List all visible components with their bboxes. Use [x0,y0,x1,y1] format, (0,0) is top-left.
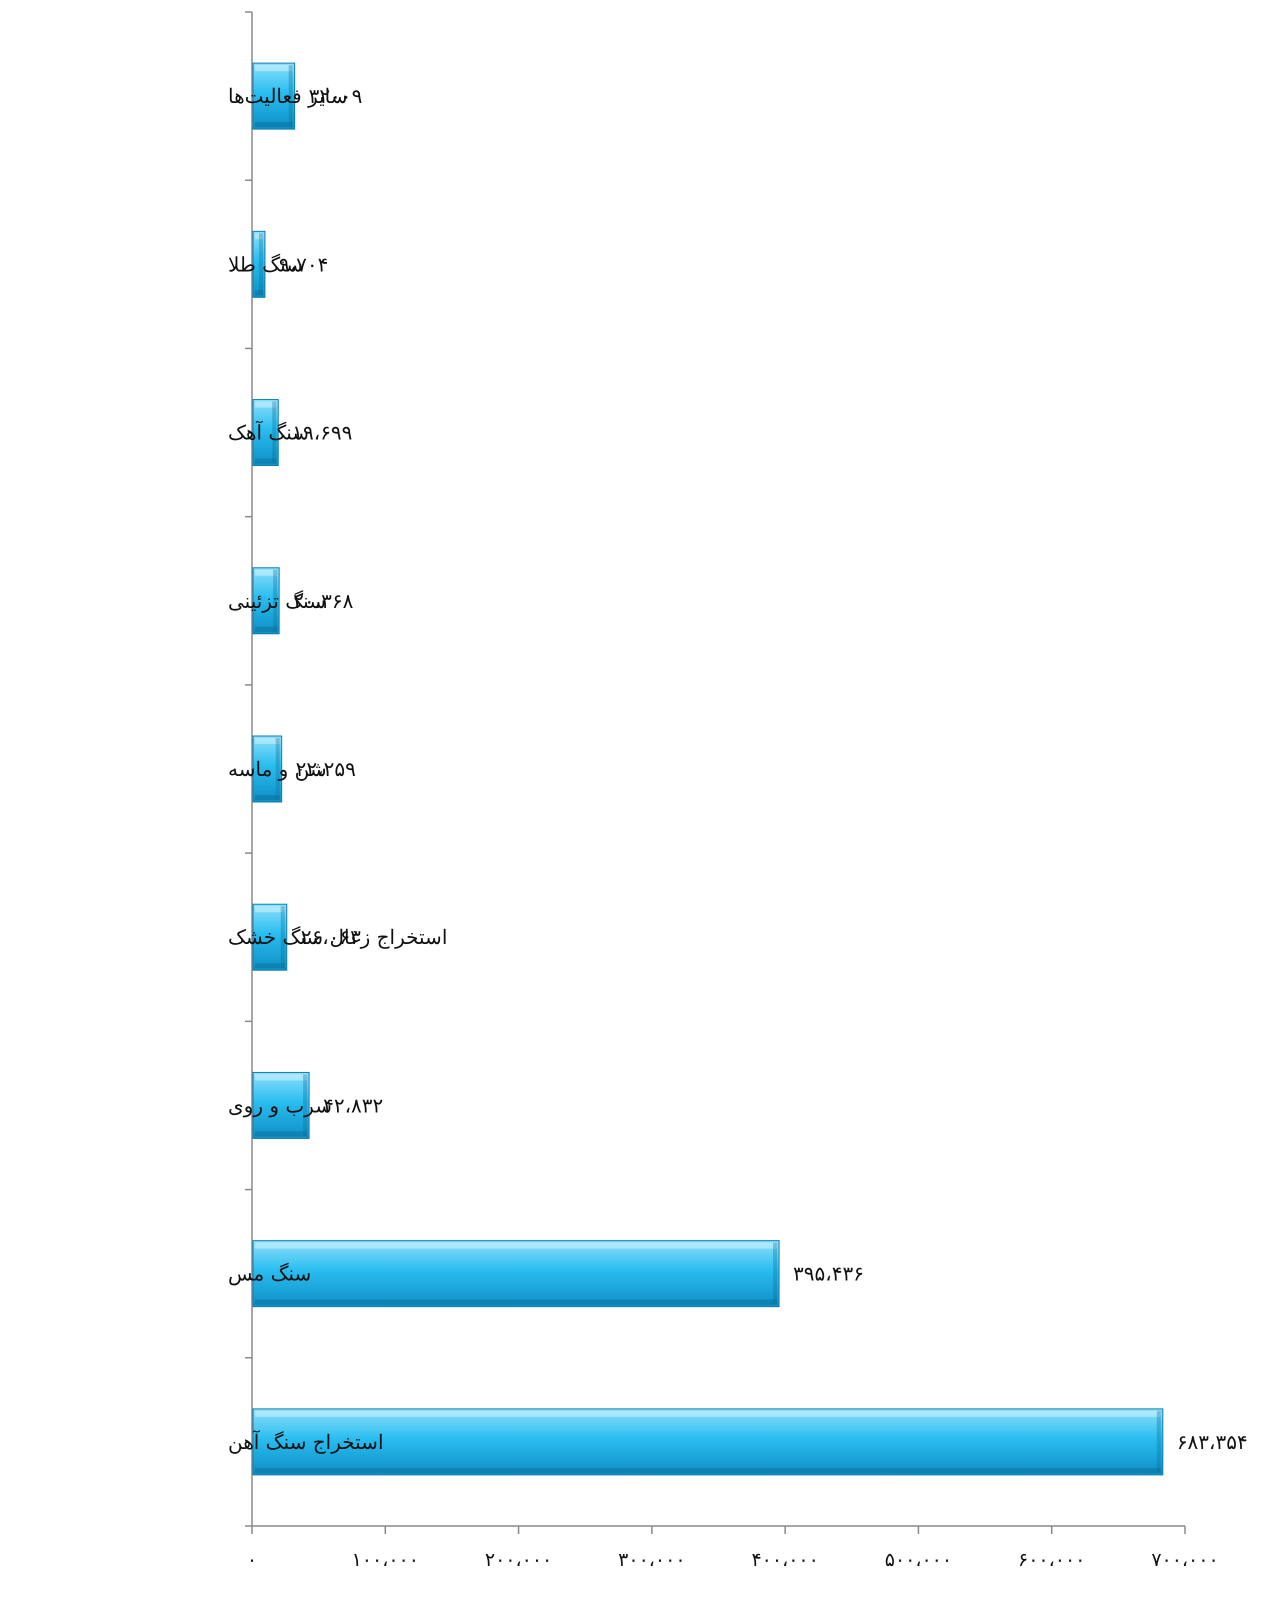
bar [253,1241,779,1307]
data-label: ۹،۷۰۴ [279,252,328,276]
category-label: استخراج سنگ آهن [228,1430,384,1454]
x-tick-label: ۷۰۰،۰۰۰ [1151,1549,1218,1571]
data-label: ۲۰،۳۶۸ [293,589,353,613]
x-tick-label: ۲۰۰،۰۰۰ [485,1549,552,1571]
labels: ۰ ۱۰۰،۰۰۰ ۲۰۰،۰۰۰ ۳۰۰،۰۰۰ ۴۰۰،۰۰۰ ۵۰۰،۰۰۰ ۶۰۰،… [228,84,1248,1571]
category-label: سنگ مس [228,1262,311,1286]
data-label: ۶۸۳،۳۵۴ [1177,1430,1248,1454]
x-tick-label: ۰ [247,1549,257,1571]
x-tick-label: ۳۰۰،۰۰۰ [618,1549,685,1571]
data-label: ۴۲،۸۳۲ [323,1093,383,1117]
x-tick-label: ۴۰۰،۰۰۰ [751,1549,818,1571]
bars [253,63,1163,1475]
data-label: ۲۲،۲۵۹ [296,757,356,781]
x-tick-label: ۱۰۰،۰۰۰ [352,1549,419,1571]
x-tick-label: ۶۰۰،۰۰۰ [1018,1549,1085,1571]
data-label: ۱۹،۶۹۹ [292,421,352,445]
data-label: ۳۹۵،۴۳۶ [793,1262,864,1286]
data-label: ۲۶،۰۶۳ [301,925,361,949]
bar [253,1409,1163,1475]
x-tick-label: ۵۰۰،۰۰۰ [885,1549,952,1571]
category-label: سرب و روی [228,1093,332,1117]
data-label: ۳۲۰۰۹ [309,84,363,108]
